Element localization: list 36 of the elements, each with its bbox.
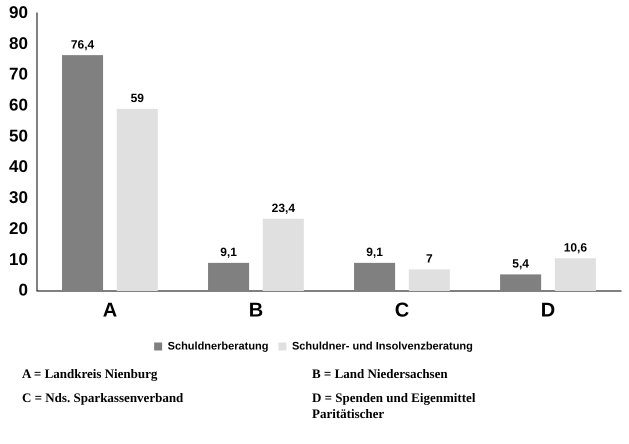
bar: [408, 269, 450, 291]
data-label: 76,4: [70, 37, 95, 52]
bar: [208, 262, 250, 291]
bar: [554, 258, 596, 291]
legend-label: Schuldnerberatung: [168, 340, 268, 353]
bar: [62, 55, 104, 291]
text: A = Landkreis Nienburg: [22, 366, 158, 382]
y-tick-label: 50: [8, 126, 28, 146]
x-tick-label: C: [394, 300, 410, 322]
y-tick-label: 60: [8, 95, 28, 114]
y-tick-label: 80: [8, 34, 28, 53]
data-label: 59: [130, 91, 144, 106]
data-label: 9,1: [366, 245, 384, 260]
x-tick-label: B: [248, 300, 264, 322]
text: B = Land Niedersachsen: [312, 366, 449, 382]
data-label: 10,6: [564, 240, 588, 255]
y-tick-label: 10: [8, 250, 28, 269]
bar: [500, 274, 542, 291]
bar: [354, 262, 396, 291]
y-tick-label: 20: [8, 218, 28, 238]
x-tick-label: A: [102, 300, 118, 322]
bar: [116, 108, 158, 291]
x-tick-label: D: [540, 300, 556, 322]
text: D = Spenden und Eigenmittel Paritätischer: [312, 390, 476, 422]
y-tick-label: 0: [18, 280, 28, 300]
data-label: 7: [426, 252, 433, 266]
legend-label: Schuldner- und Insolvenzberatung: [292, 340, 473, 353]
data-label: 9,1: [220, 245, 238, 260]
y-tick-label: 40: [8, 157, 28, 176]
y-tick-label: 90: [8, 2, 28, 22]
data-label: 23,4: [272, 201, 296, 216]
bar: [262, 218, 304, 291]
data-label: 5,4: [512, 256, 530, 271]
y-tick-label: 30: [8, 188, 28, 208]
y-tick-label: 70: [8, 64, 28, 84]
text: C = Nds. Sparkassenverband: [22, 390, 184, 407]
